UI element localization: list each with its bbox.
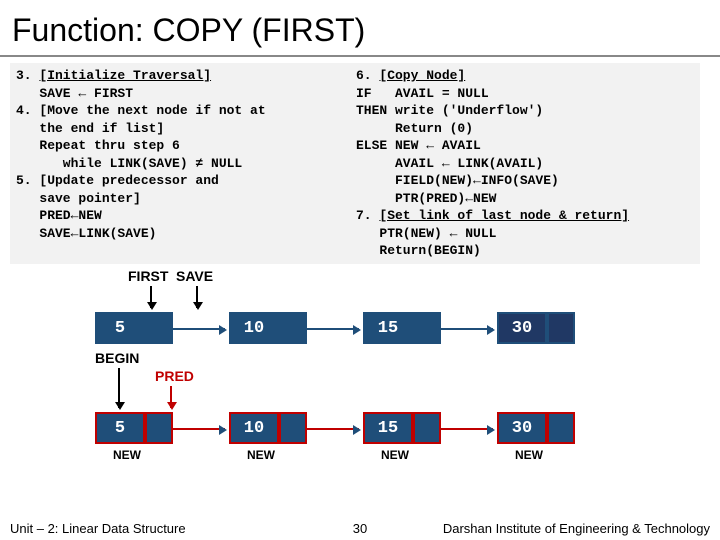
node-data: 15 bbox=[363, 312, 413, 344]
footer-left: Unit – 2: Linear Data Structure bbox=[10, 521, 186, 536]
label-new: NEW bbox=[515, 448, 543, 462]
node-pointer bbox=[279, 412, 307, 444]
link-arrow bbox=[173, 428, 225, 430]
label-begin: BEGIN bbox=[95, 350, 139, 366]
link-arrow bbox=[173, 328, 225, 330]
footer-right: Darshan Institute of Engineering & Techn… bbox=[443, 521, 710, 536]
link-arrow bbox=[441, 328, 493, 330]
list-node: 10 bbox=[229, 412, 307, 444]
label-first: FIRST bbox=[128, 268, 168, 284]
label-save: SAVE bbox=[176, 268, 213, 284]
link-arrow bbox=[307, 428, 359, 430]
pred-arrow bbox=[170, 386, 172, 408]
list-node: 15 bbox=[363, 312, 441, 344]
node-pointer bbox=[145, 412, 173, 444]
label-new: NEW bbox=[381, 448, 409, 462]
first-arrow bbox=[150, 286, 152, 308]
list-node: 5 bbox=[95, 412, 173, 444]
page-title: Function: COPY (FIRST) bbox=[0, 0, 720, 57]
node-data: 15 bbox=[363, 412, 413, 444]
list-node: 5 bbox=[95, 312, 173, 344]
list-node: 30 bbox=[497, 412, 575, 444]
node-data: 5 bbox=[95, 312, 145, 344]
code-area: 3. [Initialize Traversal] SAVE ← FIRST4.… bbox=[0, 57, 720, 264]
node-pointer bbox=[413, 312, 441, 344]
node-pointer bbox=[547, 412, 575, 444]
footer: Unit – 2: Linear Data Structure 30 Darsh… bbox=[0, 521, 720, 536]
list-node: 15 bbox=[363, 412, 441, 444]
node-data: 10 bbox=[229, 312, 279, 344]
node-data: 30 bbox=[497, 412, 547, 444]
begin-arrow bbox=[118, 368, 120, 408]
list-node: 10 bbox=[229, 312, 307, 344]
node-data: 30 bbox=[497, 312, 547, 344]
linked-list-diagram: FIRST SAVE 5 10 15 30 BEGIN PRED 5 10 15 30 NE… bbox=[0, 268, 720, 513]
list-node: 30 bbox=[497, 312, 575, 344]
label-new: NEW bbox=[247, 448, 275, 462]
code-right-col: 6. [Copy Node]IF AVAIL = NULLTHEN write … bbox=[350, 63, 700, 264]
node-data: 5 bbox=[95, 412, 145, 444]
node-pointer bbox=[413, 412, 441, 444]
node-pointer bbox=[279, 312, 307, 344]
label-new: NEW bbox=[113, 448, 141, 462]
save-arrow bbox=[196, 286, 198, 308]
code-left-col: 3. [Initialize Traversal] SAVE ← FIRST4.… bbox=[10, 63, 350, 264]
node-pointer bbox=[547, 312, 575, 344]
link-arrow bbox=[307, 328, 359, 330]
label-pred: PRED bbox=[155, 368, 194, 384]
slide-number: 30 bbox=[353, 521, 367, 536]
node-data: 10 bbox=[229, 412, 279, 444]
node-pointer bbox=[145, 312, 173, 344]
link-arrow bbox=[441, 428, 493, 430]
